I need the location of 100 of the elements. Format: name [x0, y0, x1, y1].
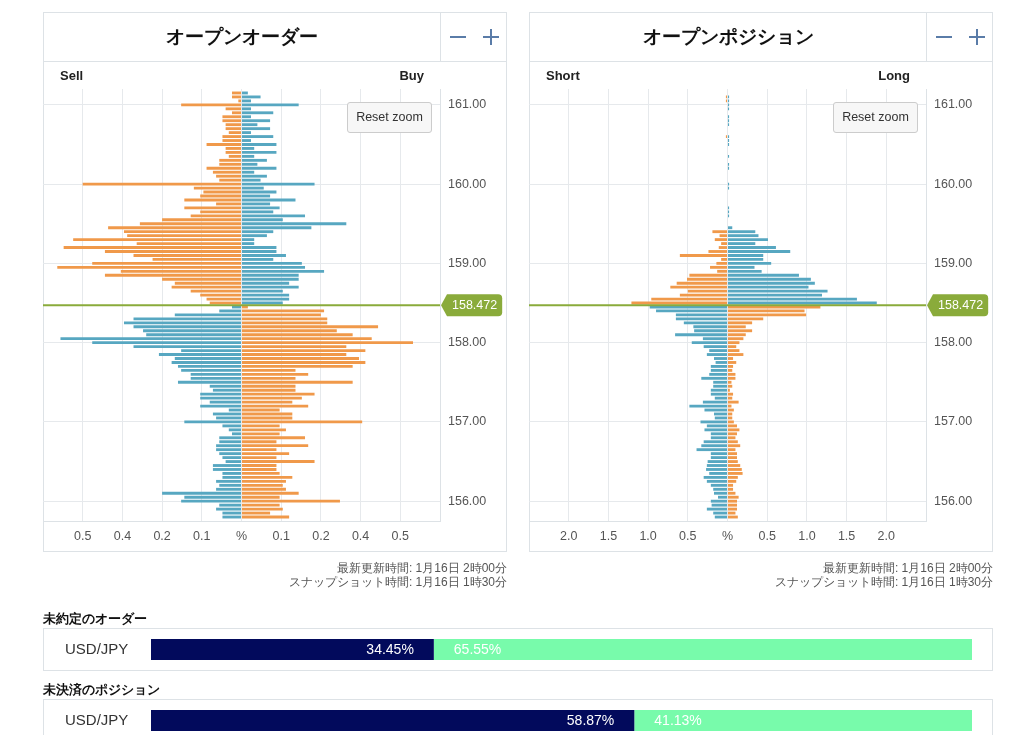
- bar: [713, 384, 727, 388]
- bar: [728, 483, 734, 487]
- x-tick-label: 0.5: [391, 528, 410, 543]
- x-tick-label: 1.0: [798, 528, 816, 543]
- bar: [728, 452, 738, 456]
- bar: [714, 491, 727, 495]
- x-tick-label: 1.5: [837, 528, 856, 543]
- bar: [728, 440, 738, 444]
- bar: [728, 503, 738, 507]
- bar: [728, 337, 744, 341]
- x-tick-label: 1.0: [639, 528, 657, 543]
- text: スナップショット時間: 1月16日 1時30分: [774, 575, 993, 589]
- bar: [728, 420, 734, 424]
- data-label: 41.13%: [654, 712, 702, 729]
- x-tick-label: 0.4: [351, 528, 370, 543]
- text: Sell: [60, 68, 84, 84]
- bar: [728, 353, 744, 356]
- x-tick-label: 0.2: [153, 528, 171, 543]
- text: 最新更新時間: 1月16日 2時00分: [822, 561, 993, 575]
- bar: [728, 456, 738, 460]
- x-tick-label: 0.4: [113, 528, 132, 543]
- bar: [706, 464, 727, 467]
- x-tick-label: 1.5: [599, 528, 618, 543]
- bar: [728, 341, 740, 345]
- y-tick-label: 157.00: [448, 414, 487, 429]
- bar: [703, 440, 727, 444]
- x-tick-label: 0.2: [312, 528, 330, 543]
- bar: [728, 479, 737, 483]
- bar: [710, 365, 727, 368]
- y-tick-label: 158.00: [934, 335, 973, 350]
- bar: [728, 361, 737, 364]
- bar: [691, 341, 727, 345]
- text: スナップショット時間: 1月16日 1時30分: [287, 575, 507, 589]
- data-label: 58.87%: [566, 712, 615, 729]
- bar: [728, 376, 736, 380]
- bar: [728, 507, 738, 511]
- bar: [728, 444, 741, 448]
- data-label: 65.55%: [453, 641, 502, 658]
- bar: [710, 456, 727, 460]
- y-tick-label: 159.00: [934, 255, 973, 270]
- bar: [675, 333, 727, 337]
- chart-title: オープンオーダー: [165, 25, 319, 49]
- bar: [728, 448, 736, 452]
- bar: [728, 499, 738, 503]
- bar: [710, 483, 727, 487]
- text: 最新更新時間: 1月16日 2時00分: [335, 561, 507, 575]
- x-tick-label: %: [721, 528, 734, 543]
- bar: [728, 472, 743, 475]
- y-tick-label: 159.00: [448, 255, 487, 270]
- bar: [728, 432, 738, 436]
- y-tick-label: 157.00: [934, 414, 973, 429]
- bar: [728, 380, 732, 384]
- bar: [696, 448, 727, 452]
- bar: [728, 384, 733, 388]
- y-tick-label: 160.00: [448, 176, 487, 191]
- bar: [713, 487, 727, 491]
- bar: [728, 464, 741, 467]
- bar: [706, 353, 727, 356]
- bar: [711, 503, 727, 507]
- bar: [728, 487, 734, 491]
- x-tick-label: 0.5: [758, 528, 776, 543]
- x-tick-label: 2.0: [877, 528, 896, 543]
- bar: [728, 424, 738, 428]
- bar: [728, 491, 736, 495]
- x-tick-label: %: [235, 528, 248, 543]
- text: 未約定のオーダー: [43, 611, 147, 627]
- x-tick-label: 2.0: [560, 528, 578, 543]
- bar: [728, 329, 753, 333]
- x-tick-label: 0.1: [272, 528, 290, 543]
- bar: [728, 392, 734, 396]
- bar: [706, 479, 727, 483]
- y-tick-label: 161.00: [934, 97, 973, 112]
- y-tick-label: 156.00: [934, 493, 973, 508]
- bar: [728, 468, 742, 471]
- bar: [701, 376, 727, 380]
- bar: [728, 511, 736, 515]
- text: Long: [878, 68, 910, 84]
- bar: [700, 420, 727, 424]
- bar: [728, 345, 737, 349]
- bar: [728, 349, 740, 353]
- chart-title: オープンポジション: [641, 25, 815, 49]
- bar: [703, 475, 727, 479]
- text: Short: [546, 68, 580, 84]
- text: Buy: [399, 68, 424, 84]
- data-label: 34.45%: [366, 641, 414, 658]
- y-tick-label: USD/JPY: [65, 710, 129, 728]
- y-tick-label: 160.00: [934, 176, 973, 191]
- bar: [706, 468, 727, 471]
- bar: [704, 428, 727, 432]
- bar: [728, 365, 734, 368]
- bar: [710, 499, 727, 503]
- bar: [707, 460, 727, 463]
- bar: [728, 460, 738, 463]
- bar: [728, 400, 739, 404]
- bar: [710, 388, 727, 392]
- x-tick-label: 0.1: [193, 528, 211, 543]
- bar: [728, 372, 736, 376]
- ref-line-label: 158.472: [452, 298, 498, 313]
- bar: [706, 507, 727, 511]
- y-tick-label: USD/JPY: [65, 639, 129, 657]
